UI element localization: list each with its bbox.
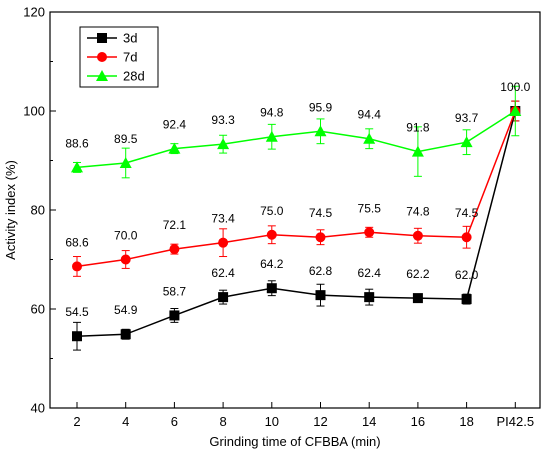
series-7d-data-label: 74.5 bbox=[455, 206, 479, 220]
series-markers bbox=[71, 105, 522, 342]
y-tick-label: 80 bbox=[31, 203, 45, 218]
series-3d-data-label: 58.7 bbox=[163, 284, 187, 298]
legend-label: 7d bbox=[123, 50, 137, 65]
y-tick-label: 120 bbox=[23, 5, 45, 20]
series-3d-data-label: 62.4 bbox=[358, 266, 382, 280]
series-7d-data-label: 74.5 bbox=[309, 206, 333, 220]
series-28d-point bbox=[217, 138, 230, 150]
legend-swatch-marker bbox=[97, 33, 107, 43]
series-3d-data-label: 62.2 bbox=[406, 267, 430, 281]
y-tick-label: 60 bbox=[31, 302, 45, 317]
series-7d-point bbox=[169, 244, 180, 255]
data-labels: 54.5 54.9 58.7 62.4 64.2 62.8 62.4 62.2 62.0 68.6… bbox=[65, 80, 530, 319]
series-28d-data-label: 88.6 bbox=[65, 136, 89, 150]
x-tick-label: 10 bbox=[265, 414, 279, 429]
series-7d-data-label: 74.8 bbox=[406, 205, 430, 219]
x-tick-label: 8 bbox=[219, 414, 226, 429]
series-lines bbox=[76, 110, 517, 337]
x-tick-label: 14 bbox=[362, 414, 376, 429]
series-7d-data-label: 73.4 bbox=[211, 212, 235, 226]
legend-label: 3d bbox=[123, 31, 137, 46]
x-tick-label: PI42.5 bbox=[497, 414, 535, 429]
series-3d-point bbox=[412, 293, 423, 304]
series-28d-point bbox=[265, 130, 278, 142]
series-3d-data-label: 64.2 bbox=[260, 257, 284, 271]
series-7d-point bbox=[412, 230, 423, 241]
x-tick-label: 12 bbox=[313, 414, 327, 429]
series-7d-point bbox=[218, 237, 229, 248]
series-28d-point bbox=[509, 105, 522, 116]
series-7d-data-label: 75.0 bbox=[260, 204, 284, 218]
series-7d-data-label: 68.6 bbox=[65, 235, 89, 249]
legend-label: 28d bbox=[123, 69, 145, 84]
x-tick-label: 16 bbox=[411, 414, 425, 429]
series-28d-point bbox=[411, 145, 424, 157]
series-28d-line bbox=[76, 110, 516, 169]
series-3d-line bbox=[76, 110, 517, 337]
legend: 3d 7d 28d bbox=[79, 26, 159, 88]
series-3d-data-label: 62.4 bbox=[211, 266, 235, 280]
series-28d-data-label: 95.9 bbox=[309, 100, 333, 114]
series-28d-data-label: 94.4 bbox=[358, 108, 382, 122]
series-3d-point bbox=[169, 310, 180, 321]
series-3d-data-label: 54.5 bbox=[65, 305, 89, 319]
series-28d-point bbox=[314, 125, 327, 137]
series-7d-point bbox=[315, 232, 326, 243]
series-7d-point bbox=[120, 254, 131, 265]
y-axis: 40 60 80 100 120 bbox=[23, 5, 56, 416]
error-bars bbox=[73, 85, 520, 351]
x-tick-label: 18 bbox=[459, 414, 473, 429]
series-7d-point bbox=[364, 227, 375, 238]
series-3d-point bbox=[364, 292, 375, 303]
series-28d-point bbox=[460, 136, 473, 148]
series-3d-point bbox=[218, 292, 229, 303]
series-28d-data-label: 93.7 bbox=[455, 111, 479, 125]
x-tick-label: 4 bbox=[122, 414, 129, 429]
series-3d-point bbox=[120, 329, 131, 340]
series-28d-point bbox=[168, 142, 181, 154]
series-28d-point bbox=[71, 161, 83, 173]
series-7d-line bbox=[76, 110, 516, 268]
series-3d-point bbox=[266, 283, 277, 294]
series-7d-point bbox=[461, 232, 472, 243]
legend-swatch-marker bbox=[97, 52, 107, 62]
x-axis: 2 4 6 8 10 12 14 16 18 PI42.5 bbox=[73, 402, 534, 429]
series-7d-data-label: 72.1 bbox=[163, 218, 187, 232]
series-28d-point bbox=[363, 132, 376, 144]
series-7d-data-label: 70.0 bbox=[114, 229, 138, 243]
series-3d-data-label: 62.8 bbox=[309, 264, 333, 278]
series-28d-data-label: 94.8 bbox=[260, 106, 284, 120]
legend-swatch-marker bbox=[96, 70, 108, 81]
series-3d-data-label: 62.0 bbox=[455, 268, 479, 282]
series-3d-point bbox=[72, 331, 82, 342]
y-axis-title: Activity index (%) bbox=[3, 160, 18, 260]
series-3d-point bbox=[461, 294, 472, 305]
x-tick-label: 2 bbox=[73, 414, 80, 429]
series-7d-point bbox=[266, 229, 277, 240]
series-28d-data-label: 93.3 bbox=[211, 113, 235, 127]
x-tick-label: 6 bbox=[171, 414, 178, 429]
series-28d-data-label: 91.8 bbox=[406, 121, 430, 135]
series-28d-data-label: 92.4 bbox=[163, 118, 187, 132]
series-28d-data-label: 89.5 bbox=[114, 132, 138, 146]
series-28d-data-label: 100.0 bbox=[500, 80, 530, 94]
series-7d-data-label: 75.5 bbox=[358, 201, 382, 215]
y-tick-label: 40 bbox=[31, 401, 45, 416]
x-axis-title: Grinding time of CFBBA (min) bbox=[209, 434, 380, 449]
series-7d-point bbox=[72, 261, 82, 272]
series-28d-point bbox=[119, 156, 132, 168]
series-3d-data-label: 54.9 bbox=[114, 303, 138, 317]
series-3d-point bbox=[315, 290, 326, 301]
y-tick-label: 100 bbox=[23, 104, 45, 119]
